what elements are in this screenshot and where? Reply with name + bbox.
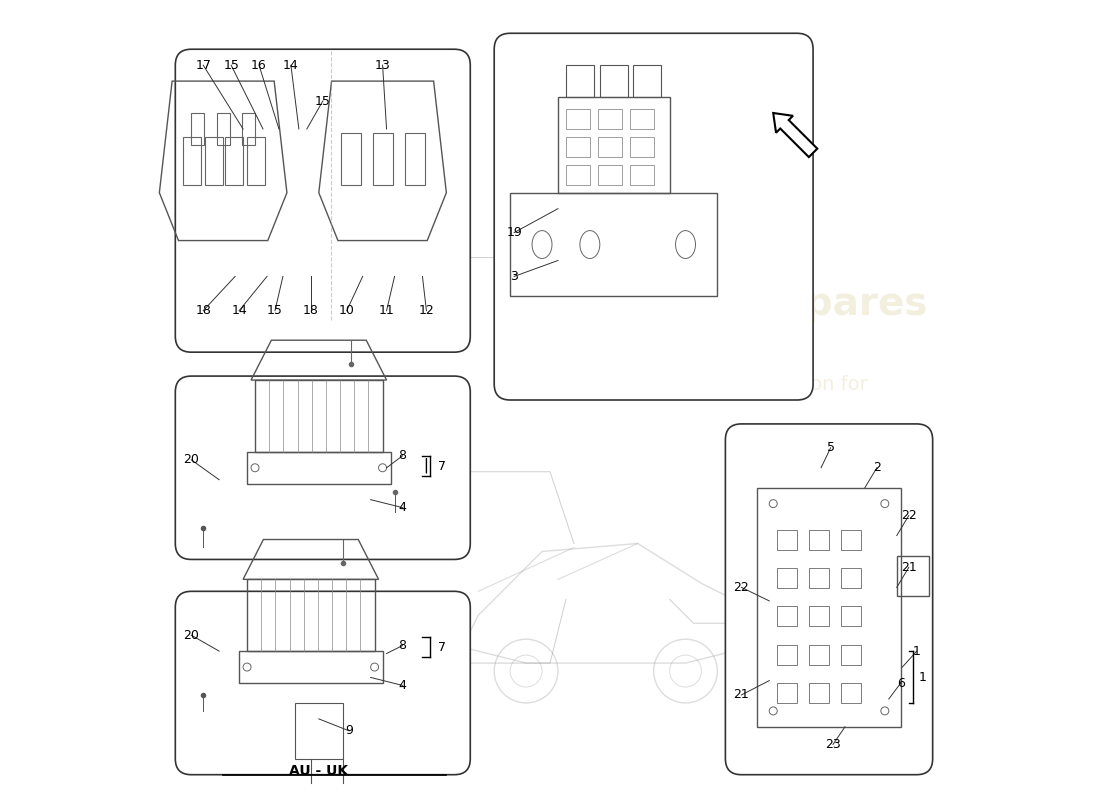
Text: 20: 20 bbox=[184, 454, 199, 466]
Text: 22: 22 bbox=[734, 581, 749, 594]
Bar bbox=[242, 113, 255, 145]
Text: 18: 18 bbox=[196, 304, 211, 318]
Bar bbox=[842, 606, 861, 626]
Text: 15: 15 bbox=[267, 304, 283, 318]
Text: 6: 6 bbox=[896, 677, 904, 690]
Text: 7: 7 bbox=[439, 641, 447, 654]
Text: 18: 18 bbox=[302, 304, 319, 318]
Bar bbox=[239, 651, 383, 683]
Bar bbox=[565, 137, 590, 157]
Bar bbox=[217, 113, 230, 145]
Text: 14: 14 bbox=[283, 58, 299, 72]
Bar bbox=[565, 165, 590, 185]
Bar bbox=[629, 109, 653, 129]
Bar bbox=[778, 606, 798, 626]
FancyBboxPatch shape bbox=[175, 591, 471, 774]
Text: AU - UK: AU - UK bbox=[289, 764, 349, 778]
Text: 2: 2 bbox=[873, 462, 881, 474]
FancyBboxPatch shape bbox=[494, 34, 813, 400]
Bar bbox=[600, 65, 628, 97]
Bar bbox=[205, 137, 222, 185]
Text: 23: 23 bbox=[825, 738, 840, 751]
Bar bbox=[373, 133, 393, 185]
Bar bbox=[510, 193, 717, 296]
Text: 15: 15 bbox=[315, 94, 331, 107]
Text: 15: 15 bbox=[223, 58, 239, 72]
FancyBboxPatch shape bbox=[175, 376, 471, 559]
Text: eurospares: eurospares bbox=[682, 286, 928, 323]
Text: 21: 21 bbox=[901, 561, 916, 574]
Bar bbox=[341, 133, 361, 185]
Text: 14: 14 bbox=[231, 304, 248, 318]
Text: 1: 1 bbox=[920, 671, 927, 684]
FancyBboxPatch shape bbox=[175, 50, 471, 352]
Bar bbox=[896, 556, 928, 596]
Bar bbox=[778, 568, 798, 588]
Bar bbox=[597, 165, 622, 185]
Bar bbox=[810, 606, 829, 626]
Text: 1: 1 bbox=[913, 645, 921, 658]
Text: a passion for: a passion for bbox=[742, 374, 868, 394]
Bar bbox=[842, 530, 861, 550]
Text: 5: 5 bbox=[826, 442, 835, 454]
Text: 8: 8 bbox=[398, 639, 407, 652]
Bar bbox=[778, 683, 798, 703]
Text: 13: 13 bbox=[375, 58, 390, 72]
Bar bbox=[295, 703, 343, 758]
Bar bbox=[597, 109, 622, 129]
Bar bbox=[558, 97, 670, 193]
Bar bbox=[255, 380, 383, 452]
Text: 9: 9 bbox=[345, 724, 353, 738]
Bar bbox=[810, 683, 829, 703]
Bar bbox=[629, 165, 653, 185]
Bar bbox=[184, 137, 201, 185]
Text: 3: 3 bbox=[510, 270, 518, 283]
Text: 7: 7 bbox=[439, 460, 447, 473]
Bar bbox=[226, 137, 243, 185]
Text: 19: 19 bbox=[506, 226, 522, 239]
Bar bbox=[191, 113, 204, 145]
Text: 12: 12 bbox=[419, 304, 435, 318]
Bar bbox=[248, 452, 390, 484]
Bar bbox=[810, 530, 829, 550]
Bar bbox=[778, 530, 798, 550]
Text: 16: 16 bbox=[251, 58, 267, 72]
Bar bbox=[629, 137, 653, 157]
FancyArrow shape bbox=[773, 113, 817, 157]
FancyBboxPatch shape bbox=[725, 424, 933, 774]
Bar bbox=[248, 137, 265, 185]
Text: 17: 17 bbox=[196, 58, 211, 72]
Bar bbox=[634, 65, 661, 97]
Text: 20: 20 bbox=[184, 629, 199, 642]
Bar bbox=[810, 568, 829, 588]
Bar bbox=[810, 645, 829, 665]
Bar bbox=[566, 65, 594, 97]
Text: parts since 1985: parts since 1985 bbox=[724, 438, 887, 458]
Text: 22: 22 bbox=[901, 509, 916, 522]
Text: 4: 4 bbox=[398, 679, 407, 692]
Text: 10: 10 bbox=[339, 304, 354, 318]
Bar bbox=[405, 133, 425, 185]
Bar bbox=[757, 488, 901, 727]
Text: 4: 4 bbox=[398, 501, 407, 514]
Text: 11: 11 bbox=[378, 304, 395, 318]
Bar bbox=[565, 109, 590, 129]
Text: 21: 21 bbox=[734, 689, 749, 702]
Bar bbox=[842, 568, 861, 588]
Bar bbox=[842, 645, 861, 665]
Bar bbox=[842, 683, 861, 703]
Bar bbox=[778, 645, 798, 665]
Text: 8: 8 bbox=[398, 450, 407, 462]
Bar bbox=[597, 137, 622, 157]
Bar bbox=[248, 579, 375, 651]
